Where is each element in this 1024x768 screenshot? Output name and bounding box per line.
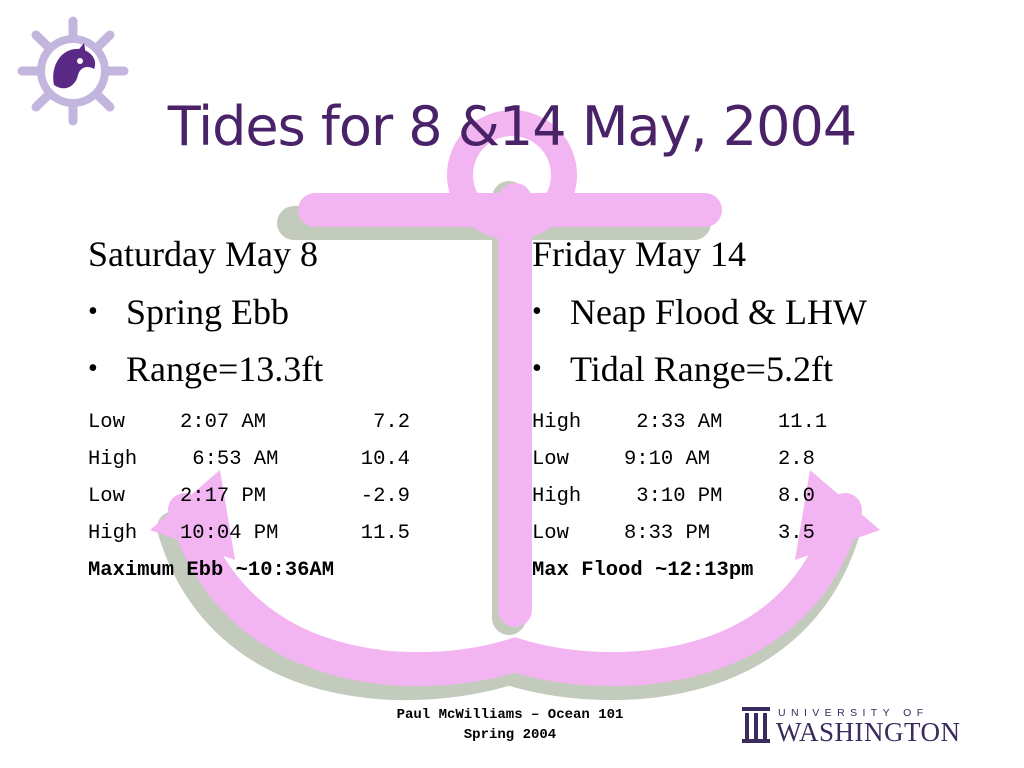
tide-time: 6:53 AM [180, 448, 279, 471]
bullet-item: • Tidal Range=5.2ft [532, 347, 867, 391]
bullet-icon: • [88, 353, 98, 384]
bullet-text: Neap Flood & LHW [570, 292, 867, 332]
column-heading: Friday May 14 [532, 234, 746, 274]
logo-text-bottom: WASHINGTON [776, 717, 961, 747]
bullet-icon: • [532, 353, 542, 384]
max-ebb-note: Maximum Ebb ~10:36AM [88, 559, 335, 582]
tide-row: High 3:10 PM 8.0 [532, 478, 867, 515]
tide-table: Low 2:07 AM 7.2 High 6:53 AM 10.4 Low 2:17 P… [88, 404, 410, 589]
tide-row: High 10:04 PM 11.5 [88, 515, 410, 552]
uw-w-logo-icon [742, 707, 770, 743]
tide-row: High 6:53 AM 10.4 [88, 441, 410, 478]
tide-height: 3.5 [778, 522, 815, 545]
tide-time: 2:33 AM [624, 411, 723, 434]
footer-line: Spring 2004 [463, 727, 557, 743]
tide-row: Low 8:33 PM 3.5 [532, 515, 867, 552]
university-logo: UNIVERSITY OF WASHINGTON [742, 705, 960, 747]
tide-type: Low [532, 522, 569, 545]
bullet-item: • Range=13.3ft [88, 347, 410, 391]
tide-height: 11.5 [360, 522, 410, 545]
tide-time: 2:07 AM [180, 411, 267, 434]
bullet-text: Spring Ebb [126, 292, 290, 332]
tide-height: 8.0 [778, 485, 815, 508]
tide-height: 10.4 [360, 448, 410, 471]
tide-height: 11.1 [778, 411, 828, 434]
footer-line: Paul McWilliams – Ocean 101 [396, 707, 624, 723]
tide-time: 8:33 PM [624, 522, 711, 545]
max-flood-note: Max Flood ~12:13pm [532, 559, 754, 582]
tide-height: 7.2 [373, 411, 410, 434]
tide-time: 9:10 AM [624, 448, 711, 471]
tide-type: Low [88, 485, 125, 508]
tide-type: High [532, 411, 582, 434]
tide-type: Low [88, 411, 125, 434]
bullet-text: Tidal Range=5.2ft [570, 349, 833, 389]
bullet-icon: • [88, 296, 98, 327]
tide-time: 2:17 PM [180, 485, 267, 508]
tide-type: Low [532, 448, 569, 471]
tide-row: Low 2:17 PM -2.9 [88, 478, 410, 515]
tide-height: 2.8 [778, 448, 815, 471]
tide-row: Low 2:07 AM 7.2 [88, 404, 410, 441]
tide-time: 10:04 PM [180, 522, 279, 545]
tide-row: Low 9:10 AM 2.8 [532, 441, 867, 478]
ship-wheel-husky-emblem-icon [17, 16, 129, 126]
bullet-item: • Spring Ebb [88, 290, 410, 334]
column-saturday: Saturday May 8 • Spring Ebb • Range=13.3… [88, 232, 410, 589]
tide-row: High 2:33 AM 11.1 [532, 404, 867, 441]
tide-table: High 2:33 AM 11.1 Low 9:10 AM 2.8 High 3:10… [532, 404, 867, 589]
tide-time: 3:10 PM [624, 485, 723, 508]
tide-type: High [88, 522, 138, 545]
page-title: Tides for 8 &14 May, 2004 [167, 95, 857, 158]
column-heading: Saturday May 8 [88, 234, 318, 274]
tide-type: High [532, 485, 582, 508]
bullet-item: • Neap Flood & LHW [532, 290, 867, 334]
footer-credit: Paul McWilliams – Ocean 101 Spring 2004 [340, 705, 680, 745]
tide-height: -2.9 [360, 485, 410, 508]
logo-text-top: UNIVERSITY OF [778, 707, 929, 719]
column-friday: Friday May 14 • Neap Flood & LHW • Tidal… [532, 232, 867, 589]
bullet-text: Range=13.3ft [126, 349, 324, 389]
bullet-icon: • [532, 296, 542, 327]
tide-type: High [88, 448, 138, 471]
